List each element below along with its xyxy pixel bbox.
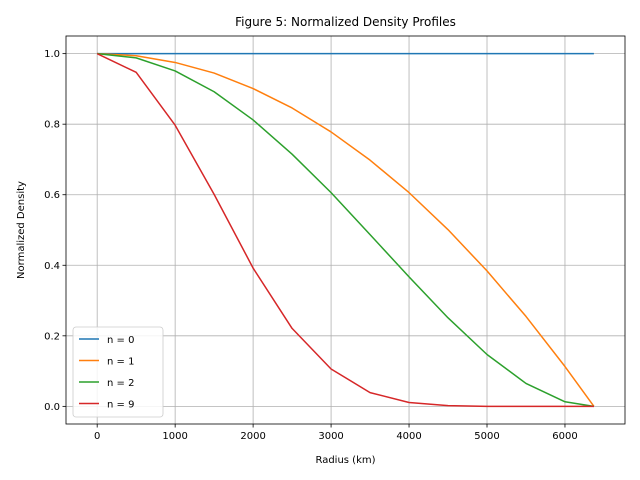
y-tick-label: 0.2 <box>44 331 60 342</box>
x-axis-label: Radius (km) <box>315 455 375 466</box>
chart-title: Figure 5: Normalized Density Profiles <box>235 15 456 29</box>
x-tick-label: 2000 <box>240 431 265 442</box>
y-tick-label: 0.6 <box>44 190 60 201</box>
x-tick-label: 1000 <box>162 431 187 442</box>
y-axis-label: Normalized Density <box>16 181 27 279</box>
x-tick-label: 6000 <box>552 431 577 442</box>
legend-label-3: n = 2 <box>107 378 134 389</box>
legend: n = 0 n = 1 n = 2 n = 9 <box>72 326 164 418</box>
x-ticks: 0 1000 2000 3000 4000 5000 6000 <box>94 424 578 442</box>
x-tick-label: 0 <box>94 431 100 442</box>
series-line-3 <box>97 52 595 408</box>
y-tick-label: 0.0 <box>44 402 60 413</box>
y-tick-label: 1.0 <box>44 49 60 60</box>
y-tick-label: 0.8 <box>44 120 60 131</box>
y-ticks: 0.0 0.2 0.4 0.6 0.8 1.0 <box>44 49 66 413</box>
legend-box <box>72 326 164 418</box>
x-tick-label: 3000 <box>318 431 343 442</box>
series-line-2 <box>97 52 595 407</box>
x-tick-label: 4000 <box>396 431 421 442</box>
legend-label-4: n = 9 <box>107 400 134 411</box>
series-line-4 <box>96 52 594 408</box>
legend-label-1: n = 0 <box>107 335 134 346</box>
x-tick-label: 5000 <box>474 431 499 442</box>
y-tick-label: 0.4 <box>44 261 60 272</box>
legend-label-2: n = 1 <box>107 357 134 368</box>
series-layer <box>96 52 595 408</box>
plot-area-frame <box>65 35 626 425</box>
